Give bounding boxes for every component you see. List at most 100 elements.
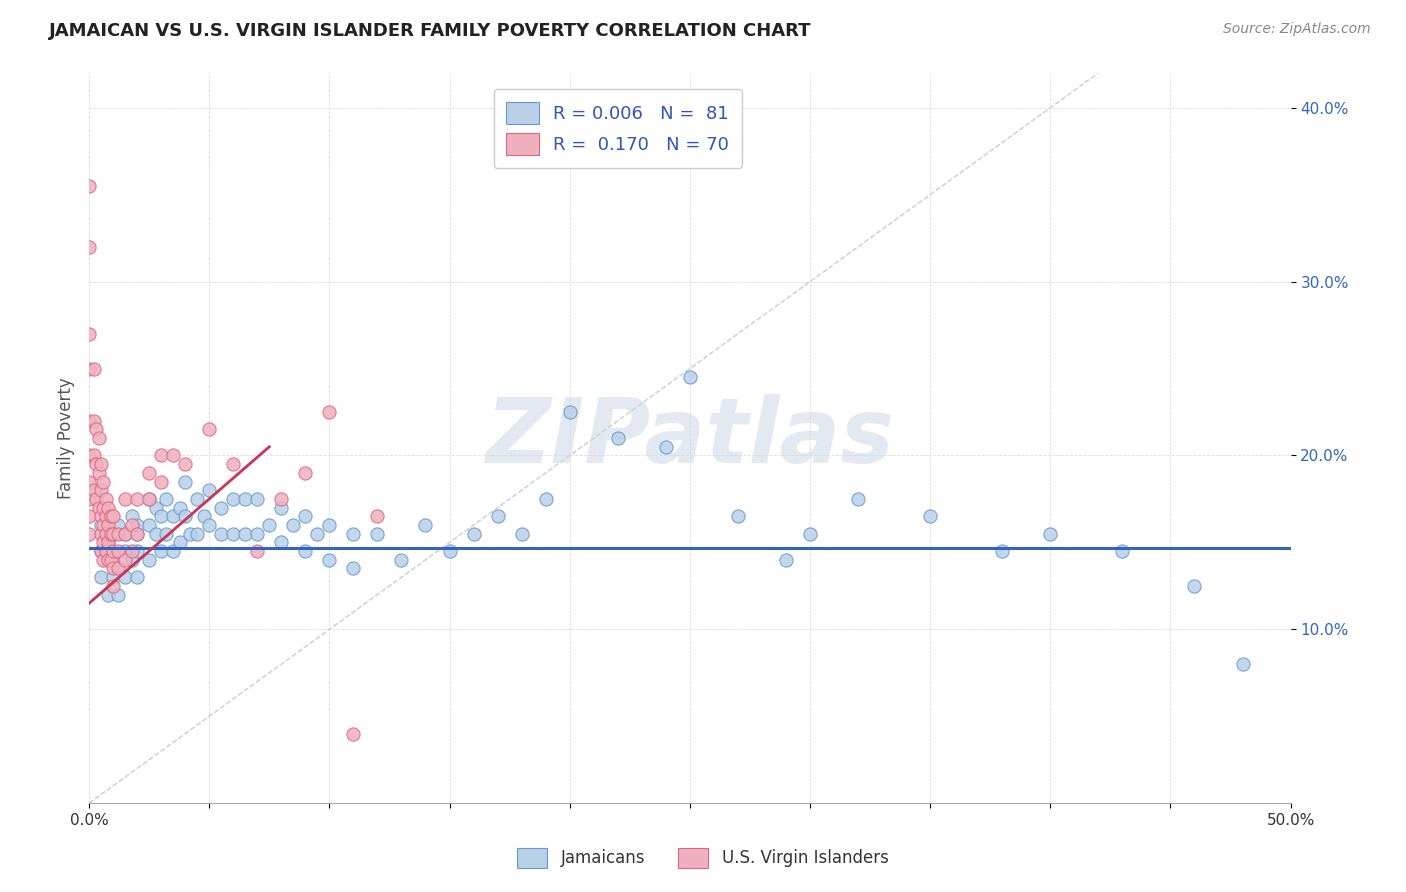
Point (179, 526, 201, 541)
Point (87, 466, 110, 480)
Point (294, 509, 316, 524)
Point (246, 491, 269, 506)
Point (121, 544, 143, 558)
Point (270, 535, 292, 549)
Point (510, 526, 533, 541)
Point (77, 414, 100, 428)
Point (97, 535, 120, 549)
Point (145, 500, 167, 515)
Point (83, 361, 105, 376)
Point (121, 553, 143, 567)
Point (679, 370, 702, 384)
Point (83, 449, 105, 463)
Point (342, 561, 364, 575)
Point (121, 509, 143, 524)
Point (775, 553, 797, 567)
Point (97, 500, 120, 515)
Point (846, 491, 869, 506)
Point (121, 518, 143, 533)
Point (162, 509, 184, 524)
Point (222, 457, 245, 471)
Point (174, 457, 197, 471)
Point (294, 544, 316, 558)
Point (90, 544, 112, 558)
Point (318, 405, 340, 419)
Point (83, 414, 105, 428)
Point (162, 544, 184, 558)
Point (174, 475, 197, 489)
Point (114, 553, 136, 567)
Point (174, 509, 197, 524)
Point (1039, 526, 1062, 541)
Text: ZIPatlas: ZIPatlas (485, 394, 894, 482)
Point (391, 553, 413, 567)
Point (233, 491, 256, 506)
Point (366, 526, 388, 541)
Point (93, 535, 115, 549)
Point (97, 535, 120, 549)
Point (90, 526, 112, 541)
Point (101, 526, 124, 541)
Point (246, 526, 269, 541)
Point (100, 553, 122, 567)
Point (90, 570, 112, 584)
Point (107, 588, 129, 602)
Point (97, 518, 120, 533)
Point (209, 500, 232, 515)
Point (606, 431, 628, 445)
Point (114, 491, 136, 506)
Point (799, 526, 821, 541)
Point (84, 422, 107, 436)
Point (100, 509, 122, 524)
Point (318, 553, 340, 567)
Point (90, 544, 112, 558)
Point (138, 491, 160, 506)
Point (77, 509, 100, 524)
Point (127, 526, 149, 541)
Point (77, 361, 100, 376)
Point (127, 526, 149, 541)
Point (155, 526, 177, 541)
Point (150, 475, 173, 489)
Point (114, 526, 136, 541)
Point (77, 526, 100, 541)
Point (270, 500, 292, 515)
Point (114, 526, 136, 541)
Y-axis label: Family Poverty: Family Poverty (58, 377, 75, 499)
Point (114, 570, 136, 584)
Point (145, 526, 167, 541)
Point (193, 509, 215, 524)
Point (87, 500, 110, 515)
Point (222, 491, 245, 506)
Point (84, 491, 107, 506)
Point (270, 491, 292, 506)
Point (150, 544, 173, 558)
Point (77, 449, 100, 463)
Point (107, 544, 129, 558)
Point (463, 526, 485, 541)
Point (107, 518, 129, 533)
Point (342, 727, 364, 741)
Point (186, 526, 208, 541)
Point (77, 240, 100, 254)
Point (101, 570, 124, 584)
Point (77, 475, 100, 489)
Point (107, 526, 129, 541)
Point (94, 491, 117, 506)
Point (77, 491, 100, 506)
Point (307, 526, 329, 541)
Point (259, 518, 281, 533)
Point (87, 431, 110, 445)
Point (127, 544, 149, 558)
Point (77, 326, 100, 341)
Point (198, 518, 221, 533)
Point (991, 544, 1014, 558)
Point (1111, 544, 1133, 558)
Point (150, 449, 173, 463)
Point (246, 544, 269, 558)
Point (169, 535, 191, 549)
Point (127, 518, 149, 533)
Point (186, 491, 208, 506)
Point (90, 509, 112, 524)
Point (107, 561, 129, 575)
